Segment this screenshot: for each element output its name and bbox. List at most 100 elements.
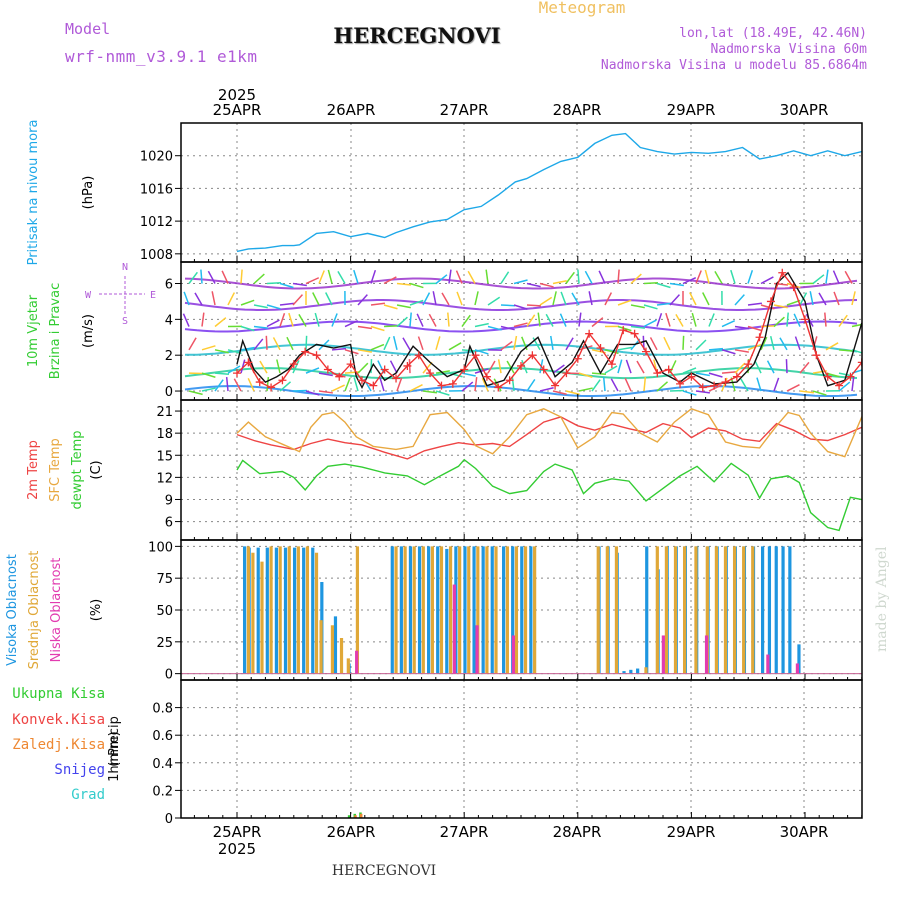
wind-barb <box>630 325 645 329</box>
wind-barb <box>201 372 216 378</box>
wind-row-0 <box>184 277 858 290</box>
wind-row-3 <box>185 343 858 356</box>
wind-barb <box>578 372 593 378</box>
wind-barb <box>714 271 723 284</box>
wind-marker <box>664 365 673 374</box>
wind-marker <box>744 360 753 369</box>
wind-barb <box>188 390 203 396</box>
wind-unit: (m/s) <box>81 314 96 348</box>
cloud-unit: (%) <box>89 599 104 622</box>
wind-barb <box>769 336 775 350</box>
wind-barb <box>851 323 862 328</box>
wind-barb <box>663 336 671 351</box>
wind-barb <box>337 271 346 284</box>
precip-ytick-label-3: 0.6 <box>152 729 173 744</box>
wind-barb <box>474 377 478 392</box>
wind-barb <box>682 335 685 350</box>
wind-barb <box>292 294 303 306</box>
cloud-bar <box>494 546 498 674</box>
wind-barb <box>851 377 855 392</box>
wind-marker <box>653 369 662 378</box>
wind-barb <box>497 359 502 374</box>
wind-barb <box>513 335 518 350</box>
bottom-day-label-5: 30APR <box>780 823 829 841</box>
compass-s: S <box>122 316 128 327</box>
wind-barb <box>734 362 746 374</box>
wind-barb <box>383 325 399 328</box>
wind-barb <box>513 304 528 310</box>
wind-barb <box>630 304 645 309</box>
precip-bar <box>359 813 363 818</box>
wind-marker <box>369 381 378 390</box>
wind-marker <box>755 333 764 342</box>
cloud-bar <box>614 546 619 674</box>
data-layer <box>181 132 862 818</box>
wind-barb <box>708 347 724 351</box>
wind-barb <box>708 384 722 392</box>
cloud-bar <box>246 546 250 674</box>
wind-barb <box>318 270 325 284</box>
cloud-bar <box>452 584 456 674</box>
wind-marker <box>641 347 650 356</box>
wind-barb <box>617 359 623 374</box>
cloud-bar <box>274 547 278 674</box>
cloud-bar <box>742 546 746 674</box>
wind-barb <box>253 325 268 329</box>
wind-barb <box>266 282 282 285</box>
wind-row-1 <box>184 299 858 311</box>
cloud-bar <box>355 650 359 674</box>
wind-barb <box>409 312 412 327</box>
wind-barb <box>513 322 528 328</box>
top-day-label-0: 25APR <box>213 101 262 119</box>
wind-barb <box>318 372 333 377</box>
wind-barb <box>200 269 203 284</box>
wind-barb <box>461 372 476 377</box>
wind-marker <box>517 361 525 370</box>
model-altitude-text: Nadmorska Visina u modelu 85.6864m <box>601 58 867 73</box>
wind-marker <box>789 283 798 292</box>
pressure-plot <box>236 132 862 253</box>
top-year-label: 2025 <box>218 86 256 104</box>
wind-marker <box>596 344 605 353</box>
wind-marker <box>721 378 730 387</box>
altitude-text: Nadmorska Visina 60m <box>710 42 867 57</box>
wind-barb <box>604 292 613 306</box>
wind-barb <box>474 291 479 306</box>
cloud-bar <box>305 546 310 674</box>
wind-barb <box>825 269 829 284</box>
cloud-bar <box>436 546 440 674</box>
wind-barb <box>305 390 320 396</box>
cloud-bar <box>664 546 669 674</box>
legend-ukupna-kisa: Ukupna Kisa <box>12 686 105 702</box>
wind-barb <box>233 378 242 392</box>
wind-barb <box>617 325 632 332</box>
cloud-ylabel-0: Visoka Oblacnost <box>5 554 20 666</box>
cloud-bar <box>302 547 306 674</box>
wind-barb <box>357 362 369 374</box>
wind-barb <box>809 291 814 306</box>
wind-barb <box>708 313 715 327</box>
wind-barb <box>305 367 320 374</box>
precip-plot <box>347 812 363 818</box>
cloud-bar <box>314 552 319 674</box>
cloud-bar <box>339 638 344 674</box>
cloud-bar <box>723 546 728 674</box>
cloud-bar <box>781 546 785 674</box>
lonlat-text: lon,lat (18.49E, 42.46N) <box>679 26 867 41</box>
wind-barb <box>591 379 601 392</box>
wind-series-0 <box>236 271 862 390</box>
wind-barb <box>276 359 281 374</box>
wind-barb <box>799 361 810 374</box>
wind-barb <box>327 269 333 284</box>
cloud-ytick-label-2: 50 <box>156 604 173 619</box>
wind-barb <box>288 312 294 327</box>
wind-marker <box>323 365 332 374</box>
wind-barb <box>383 276 397 285</box>
wind-marker <box>630 329 639 338</box>
product-title: Meteogram <box>539 0 626 17</box>
wind-barb <box>312 292 320 306</box>
cloud-bar <box>292 547 297 674</box>
wind-barb <box>279 302 294 306</box>
wind-barb <box>279 313 286 327</box>
cloud-bar <box>417 546 422 674</box>
